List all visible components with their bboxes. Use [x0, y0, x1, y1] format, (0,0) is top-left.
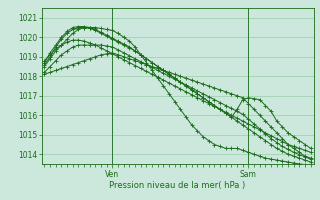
X-axis label: Pression niveau de la mer( hPa ): Pression niveau de la mer( hPa ) [109, 181, 246, 190]
